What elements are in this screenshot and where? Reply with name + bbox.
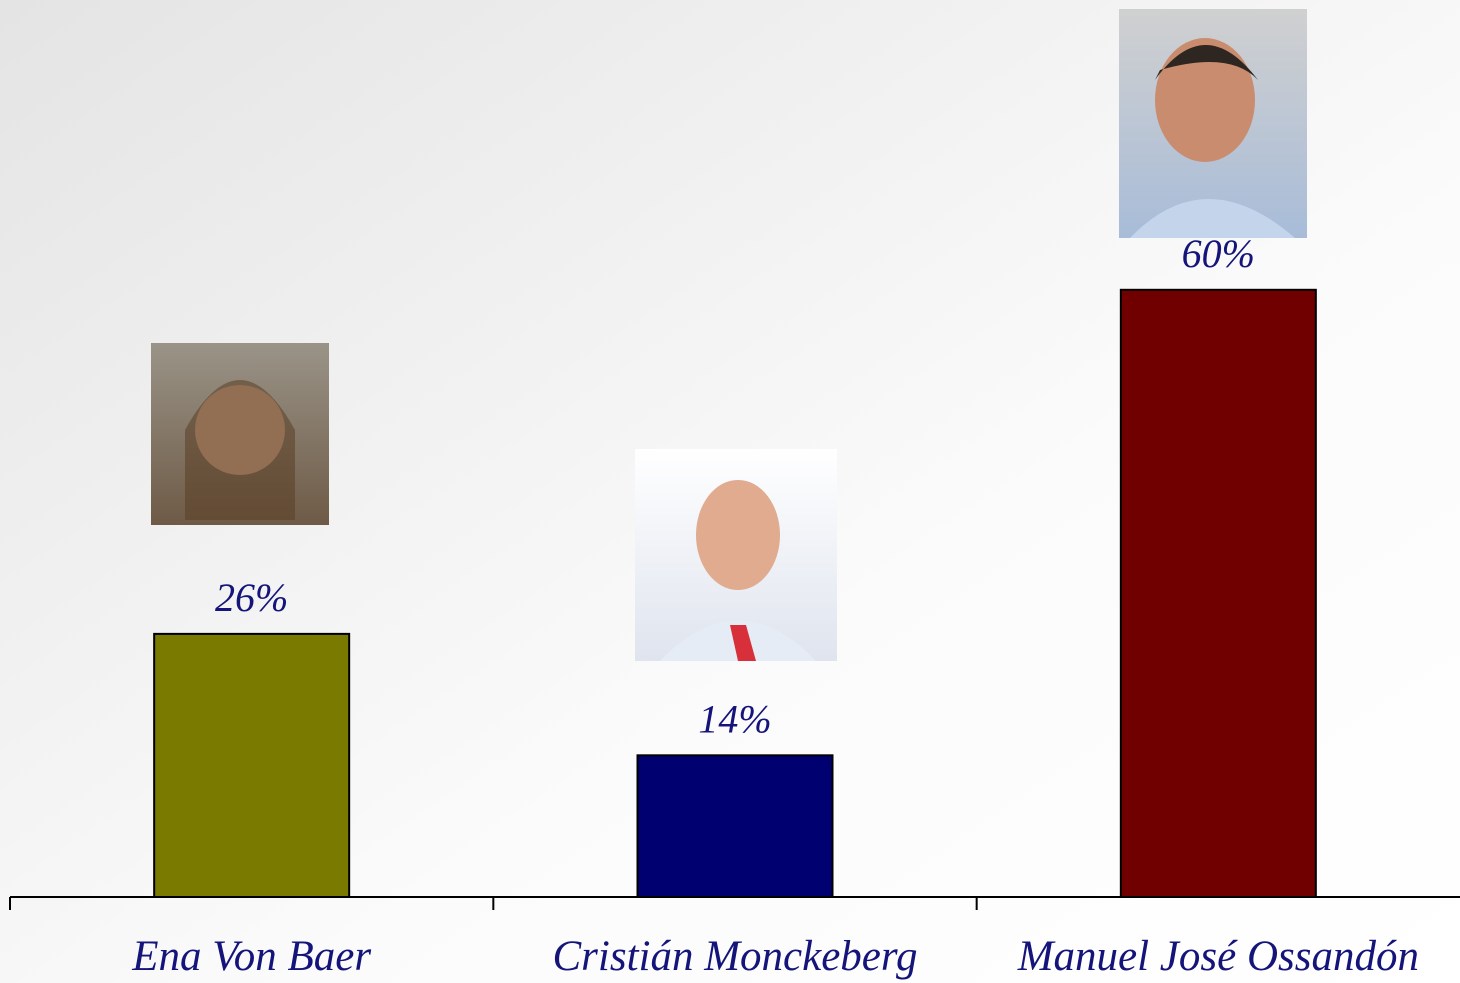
plot-area: 26% 14% 60% Ena Von Baer Cristián Monckeberg… xyxy=(9,231,1460,980)
bar xyxy=(1119,288,1317,898)
photo xyxy=(635,449,837,661)
value-label: 14% xyxy=(698,696,771,741)
photo xyxy=(1119,9,1307,238)
x-tick-label: Cristián Monckeberg xyxy=(552,933,917,980)
value-label: 26% xyxy=(215,575,288,620)
value-label: 60% xyxy=(1182,231,1255,276)
photo xyxy=(151,343,329,525)
bar xyxy=(153,632,351,898)
x-tick-label: Ena Von Baer xyxy=(131,933,371,980)
bar xyxy=(636,754,834,898)
x-tick-label: Manuel José Ossandón xyxy=(1017,933,1419,980)
